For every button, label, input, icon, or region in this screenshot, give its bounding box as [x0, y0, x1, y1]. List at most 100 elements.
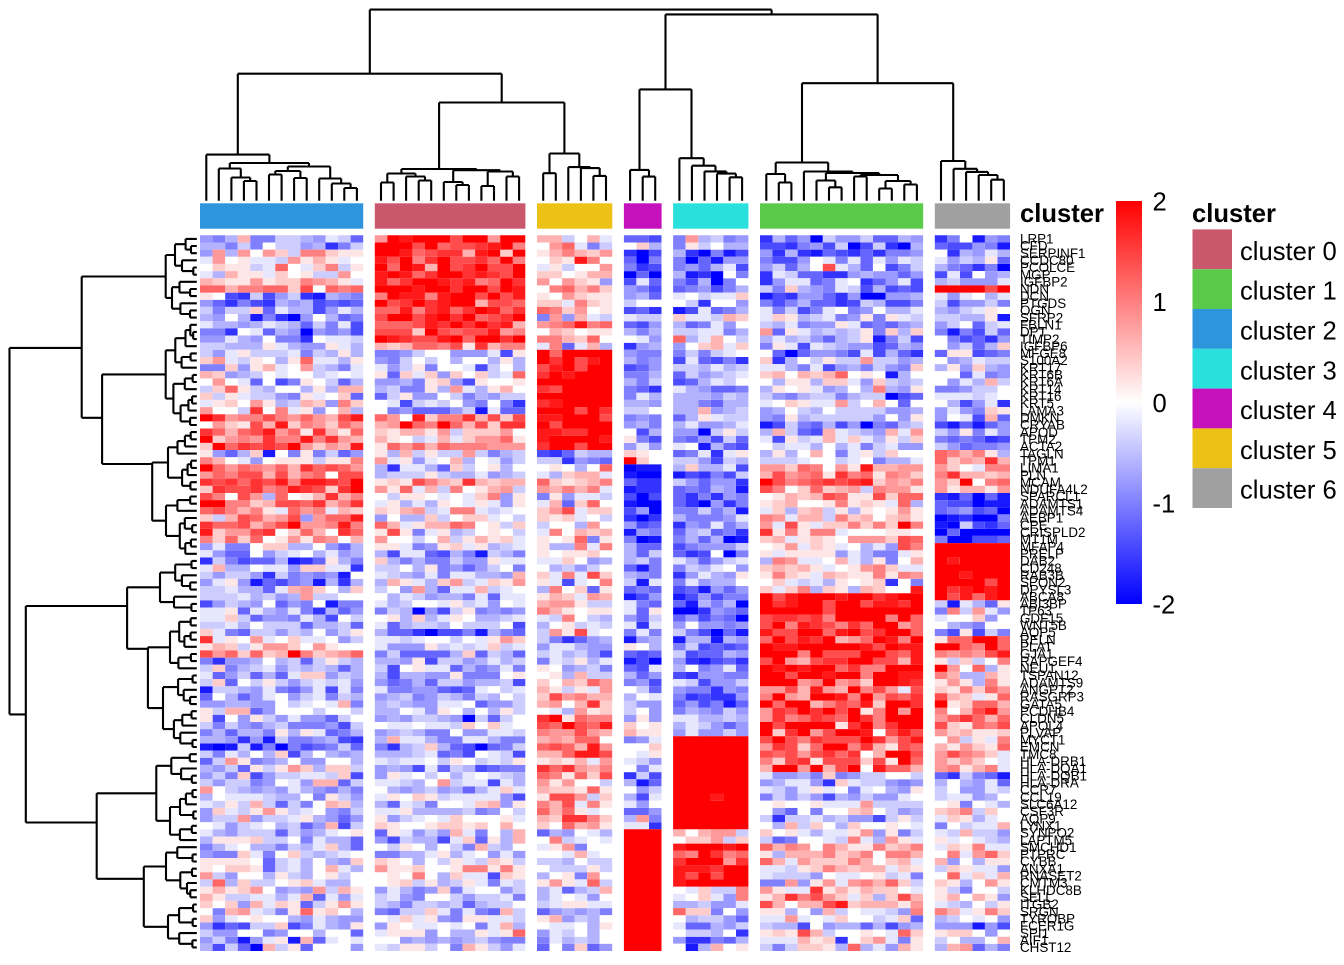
svg-text:PCDHB4: PCDHB4	[1020, 704, 1075, 719]
svg-text:WNT5B: WNT5B	[1020, 618, 1067, 633]
svg-text:AEBP1: AEBP1	[1020, 511, 1063, 526]
svg-text:SPON2: SPON2	[1020, 575, 1065, 590]
svg-text:RASGRP3: RASGRP3	[1020, 690, 1084, 705]
svg-text:CCR7: CCR7	[1020, 783, 1056, 798]
svg-text:HLA-DRA: HLA-DRA	[1020, 776, 1079, 791]
svg-text:KRT6B: KRT6B	[1020, 368, 1063, 383]
svg-text:KRT6A: KRT6A	[1020, 375, 1063, 390]
svg-text:RNASET2: RNASET2	[1020, 869, 1082, 884]
svg-text:AQP5: AQP5	[1020, 625, 1056, 640]
svg-text:GDF15: GDF15	[1020, 611, 1063, 626]
svg-text:DPT: DPT	[1020, 325, 1047, 340]
svg-text:ABI3BP: ABI3BP	[1020, 597, 1067, 612]
svg-text:-2: -2	[1153, 591, 1176, 619]
svg-text:cluster: cluster	[1020, 200, 1104, 228]
svg-text:MYCT1: MYCT1	[1020, 733, 1065, 748]
svg-text:GJA1: GJA1	[1020, 647, 1054, 662]
svg-text:GATA5: GATA5	[1020, 697, 1062, 712]
svg-text:MGP: MGP	[1020, 267, 1051, 282]
svg-text:RAPGEF4: RAPGEF4	[1020, 654, 1083, 669]
svg-text:ANXA1: ANXA1	[1020, 861, 1064, 876]
svg-text:EMCN: EMCN	[1020, 740, 1059, 755]
svg-text:PLN: PLN	[1020, 468, 1046, 483]
svg-text:MCAM: MCAM	[1020, 475, 1061, 490]
svg-text:PLAT: PLAT	[1020, 640, 1053, 655]
svg-text:SRGN: SRGN	[1020, 904, 1059, 919]
svg-text:cluster 4: cluster 4	[1240, 397, 1337, 425]
svg-text:PLVAP: PLVAP	[1020, 725, 1061, 740]
svg-text:TIMP2: TIMP2	[1020, 332, 1059, 347]
svg-text:LAMA3: LAMA3	[1020, 403, 1064, 418]
svg-text:FBLN1: FBLN1	[1020, 318, 1062, 333]
svg-text:HLA-DQB1: HLA-DQB1	[1020, 768, 1087, 783]
svg-text:DAB2: DAB2	[1020, 554, 1055, 569]
svg-text:RELN: RELN	[1020, 632, 1056, 647]
svg-text:TP63: TP63	[1020, 604, 1052, 619]
svg-text:KLHDC8B: KLHDC8B	[1020, 883, 1082, 898]
svg-text:CRYAB: CRYAB	[1020, 418, 1065, 433]
svg-text:cluster 5: cluster 5	[1240, 437, 1337, 465]
svg-text:AQP9: AQP9	[1020, 811, 1056, 826]
svg-text:0: 0	[1153, 390, 1167, 418]
svg-text:APOL4: APOL4	[1020, 718, 1064, 733]
svg-text:LRP1: LRP1	[1020, 232, 1054, 247]
svg-text:AIF1: AIF1	[1020, 933, 1048, 948]
svg-text:cluster 0: cluster 0	[1240, 238, 1337, 266]
svg-text:DMKN: DMKN	[1020, 411, 1059, 426]
svg-text:LYNX1: LYNX1	[1020, 819, 1061, 834]
svg-text:ACTA2: ACTA2	[1020, 439, 1062, 454]
svg-text:SERPINF1: SERPINF1	[1020, 246, 1085, 261]
svg-text:SLC6A12: SLC6A12	[1020, 797, 1077, 812]
svg-text:NDN: NDN	[1020, 282, 1049, 297]
svg-text:NDUFA4L2: NDUFA4L2	[1020, 482, 1088, 497]
svg-text:TPM2: TPM2	[1020, 432, 1056, 447]
svg-text:IGFBP6: IGFBP6	[1020, 339, 1068, 354]
svg-text:CSF3R: CSF3R	[1020, 804, 1064, 819]
svg-text:SPARCL1: SPARCL1	[1020, 489, 1080, 504]
svg-text:APOD: APOD	[1020, 425, 1058, 440]
svg-text:cluster 2: cluster 2	[1240, 318, 1337, 346]
svg-text:-1: -1	[1153, 491, 1176, 519]
svg-text:KRT17: KRT17	[1020, 360, 1061, 375]
svg-text:FCER1G: FCER1G	[1020, 919, 1074, 934]
svg-text:PRELP: PRELP	[1020, 547, 1064, 562]
svg-text:PTGDS: PTGDS	[1020, 296, 1066, 311]
svg-text:2: 2	[1153, 188, 1167, 216]
svg-text:CPE: CPE	[1020, 518, 1048, 533]
svg-text:OGN: OGN	[1020, 303, 1051, 318]
svg-text:HLA-DRB1: HLA-DRB1	[1020, 754, 1086, 769]
svg-text:ANGPT2: ANGPT2	[1020, 683, 1074, 698]
svg-text:KRT5: KRT5	[1020, 396, 1054, 411]
svg-text:ADAMTS4: ADAMTS4	[1020, 504, 1084, 519]
svg-text:1: 1	[1153, 289, 1167, 317]
svg-text:SELL: SELL	[1020, 890, 1053, 905]
svg-text:PTPRC: PTPRC	[1020, 847, 1066, 862]
svg-text:TAGLN: TAGLN	[1020, 446, 1064, 461]
svg-text:MFGE8: MFGE8	[1020, 346, 1066, 361]
svg-text:TSPAN12: TSPAN12	[1020, 668, 1079, 683]
svg-text:SMCHD1: SMCHD1	[1020, 840, 1077, 855]
svg-text:CHST12: CHST12	[1020, 940, 1071, 955]
svg-text:cluster 6: cluster 6	[1240, 477, 1337, 505]
svg-text:DPYSL3: DPYSL3	[1020, 582, 1071, 597]
svg-text:TMC8: TMC8	[1020, 747, 1056, 762]
svg-text:CCL19: CCL19	[1020, 790, 1062, 805]
svg-text:LIMA1: LIMA1	[1020, 461, 1059, 476]
svg-text:TYROBP: TYROBP	[1020, 912, 1075, 927]
svg-text:KRT14: KRT14	[1020, 382, 1062, 397]
svg-text:CD248: CD248	[1020, 561, 1062, 576]
svg-text:NEU1: NEU1	[1020, 661, 1056, 676]
svg-text:CMTM3: CMTM3	[1020, 876, 1068, 891]
svg-text:MFAP4: MFAP4	[1020, 539, 1064, 554]
svg-text:CYBB: CYBB	[1020, 854, 1057, 869]
svg-text:cluster 1: cluster 1	[1240, 278, 1337, 306]
svg-text:ADAMTS9: ADAMTS9	[1020, 675, 1083, 690]
svg-text:CFD: CFD	[1020, 239, 1048, 254]
svg-text:SYNPO2: SYNPO2	[1020, 826, 1074, 841]
svg-text:SPI1: SPI1	[1020, 926, 1049, 941]
svg-text:CRISPLD2: CRISPLD2	[1020, 525, 1086, 540]
svg-text:HLA-DQA1: HLA-DQA1	[1020, 761, 1087, 776]
svg-text:DCN: DCN	[1020, 289, 1049, 304]
svg-text:SFRP2: SFRP2	[1020, 310, 1063, 325]
svg-text:cluster 3: cluster 3	[1240, 357, 1337, 385]
